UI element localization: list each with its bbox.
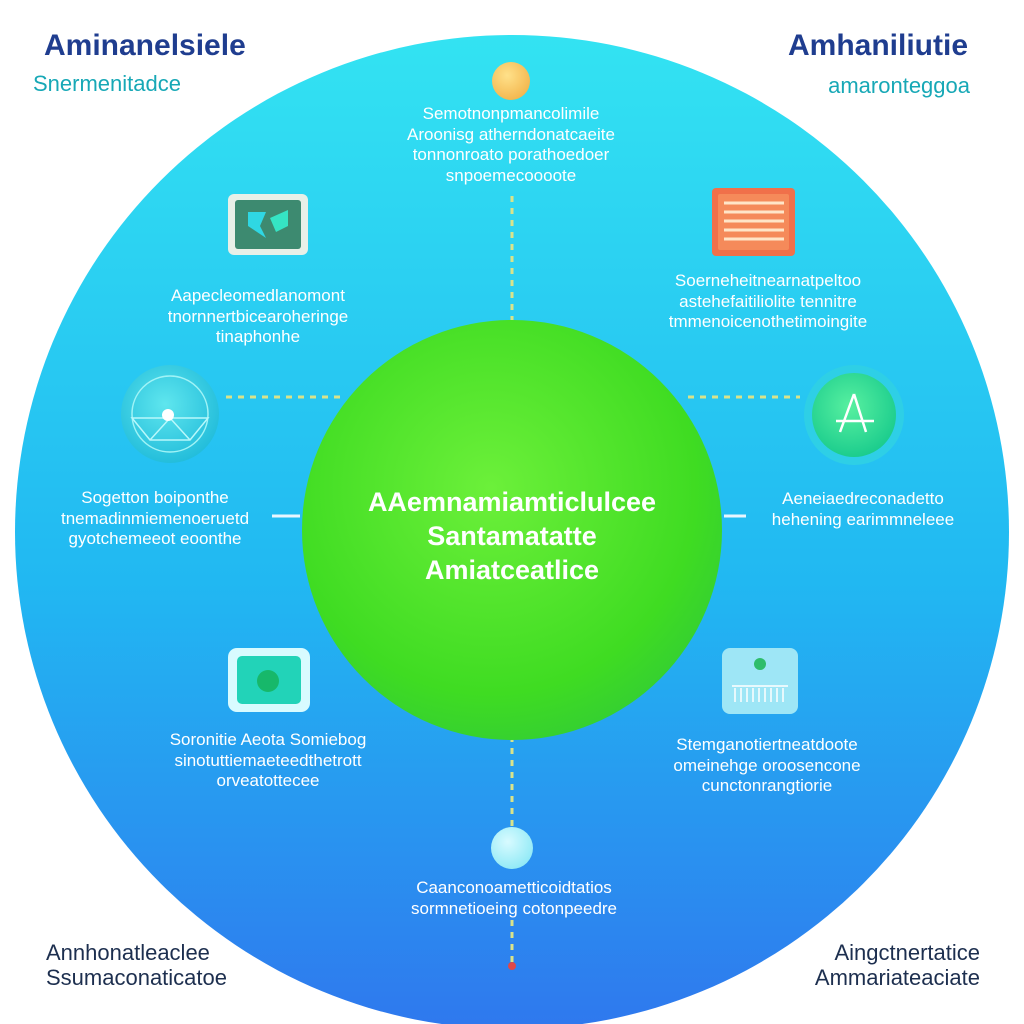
node-left-line-3: gyotchemeeot eoonthe [68, 529, 242, 549]
node-lower-right-line-2: omeinehge oroosencone [673, 755, 861, 775]
node-left-line-2: tnemadinmiemenoeruetd [60, 508, 250, 528]
center-line-3: Amiatceatlice [424, 554, 600, 585]
center-circle [302, 320, 722, 740]
bottom-left-line-1: Annhonatleaclee [46, 940, 210, 965]
node-lower-left-text: Soronitie Aeota Somiebog sinotuttiemaete… [170, 730, 367, 792]
center-label: AAemnamiamticlulcee Santamatatte Amiatce… [368, 486, 656, 587]
node-top-line-1: Semotnonpmancolimile [422, 104, 600, 123]
node-top-line-3: tonnonroato porathoedoer [412, 145, 610, 165]
node-upper-right-line-1: Soerneheitnearnatpeltoo [674, 271, 862, 290]
node-right-text: Aeneiaedreconadetto hehening earimmnelee… [772, 489, 954, 530]
node-upper-right-line-2: astehefaitiliolite tennitre [679, 291, 857, 311]
bottom-left-line-2: Ssumaconaticatoe [46, 965, 227, 991]
node-left-text: Sogetton boiponthe tnemadinmiemenoeruetd… [61, 488, 249, 550]
light-dot-icon [491, 827, 533, 869]
node-right-line-2: hehening earimmneleee [771, 509, 955, 529]
node-upper-left-line-2: tnornnertbicearoheringe [167, 306, 349, 326]
center-line-2: Santamatatte [427, 520, 597, 551]
device-bars-icon [722, 648, 798, 714]
node-upper-right-text: Soerneheitnearnatpeltoo astehefaitilioli… [669, 271, 867, 333]
node-lower-right-text: Stemganotiertneatdoote omeinehge oroosen… [673, 735, 860, 797]
top-right-subtitle: amaronteggoa [828, 73, 970, 98]
screen-dot-icon [228, 648, 310, 712]
bottom-right-line-1: Aingctnertatice [834, 940, 980, 965]
compass-tool-icon [804, 365, 904, 465]
node-lower-left-line-2: sinotuttiemaeteedthetrott [174, 750, 362, 770]
node-lower-right-line-3: cunctonrangtiorie [701, 776, 833, 796]
bottom-right-line-2: Ammariateaciate [814, 965, 980, 991]
bottom-left-label: Annhonatleaclee Ssumaconaticatoe [46, 940, 227, 991]
node-upper-left-text: Aapecleomedlanomont tnornnertbicearoheri… [168, 286, 349, 348]
top-left-title: Aminanelsiele [44, 29, 246, 62]
tail-dot [508, 962, 516, 970]
node-upper-left-line-1: Aapecleomedlanomont [171, 286, 345, 305]
node-right-line-1: Aeneiaedreconadetto [782, 489, 944, 508]
node-bottom-line-2: sormnetioeing cotonpeedre [410, 898, 618, 918]
node-lower-left-line-1: Soronitie Aeota Somiebog [169, 730, 367, 749]
orange-dot-icon [492, 62, 530, 100]
node-lower-right-line-1: Stemganotiertneatdoote [676, 735, 858, 754]
node-lower-left-line-3: orveatottecee [216, 771, 320, 791]
node-top-line-4: snpoemecoooote [445, 166, 577, 186]
node-upper-left-line-3: tinaphonhe [215, 327, 301, 347]
node-bottom-line-1: Caanconoametticoidtatios [416, 878, 612, 897]
node-upper-right-line-3: tmmenoicenothetimoingite [668, 312, 868, 332]
node-top-line-2: Aroonisg atherndonatcaeite [407, 124, 615, 144]
radar-dial-icon [121, 365, 219, 463]
top-left-subtitle: Snermenitadce [33, 71, 181, 96]
node-bottom-text: Caanconoametticoidtatios sormnetioeing c… [411, 878, 617, 919]
bottom-right-label: Aingctnertatice Ammariateaciate [815, 940, 980, 991]
center-line-1: AAemnamiamticlulcee [367, 487, 657, 517]
top-right-title: Amhaniliutie [787, 29, 968, 62]
folder-shapes-icon [228, 194, 308, 255]
document-lines-icon [712, 188, 795, 256]
node-left-line-1: Sogetton boiponthe [81, 488, 229, 507]
node-top-text: Semotnonpmancolimile Aroonisg atherndona… [407, 104, 615, 187]
